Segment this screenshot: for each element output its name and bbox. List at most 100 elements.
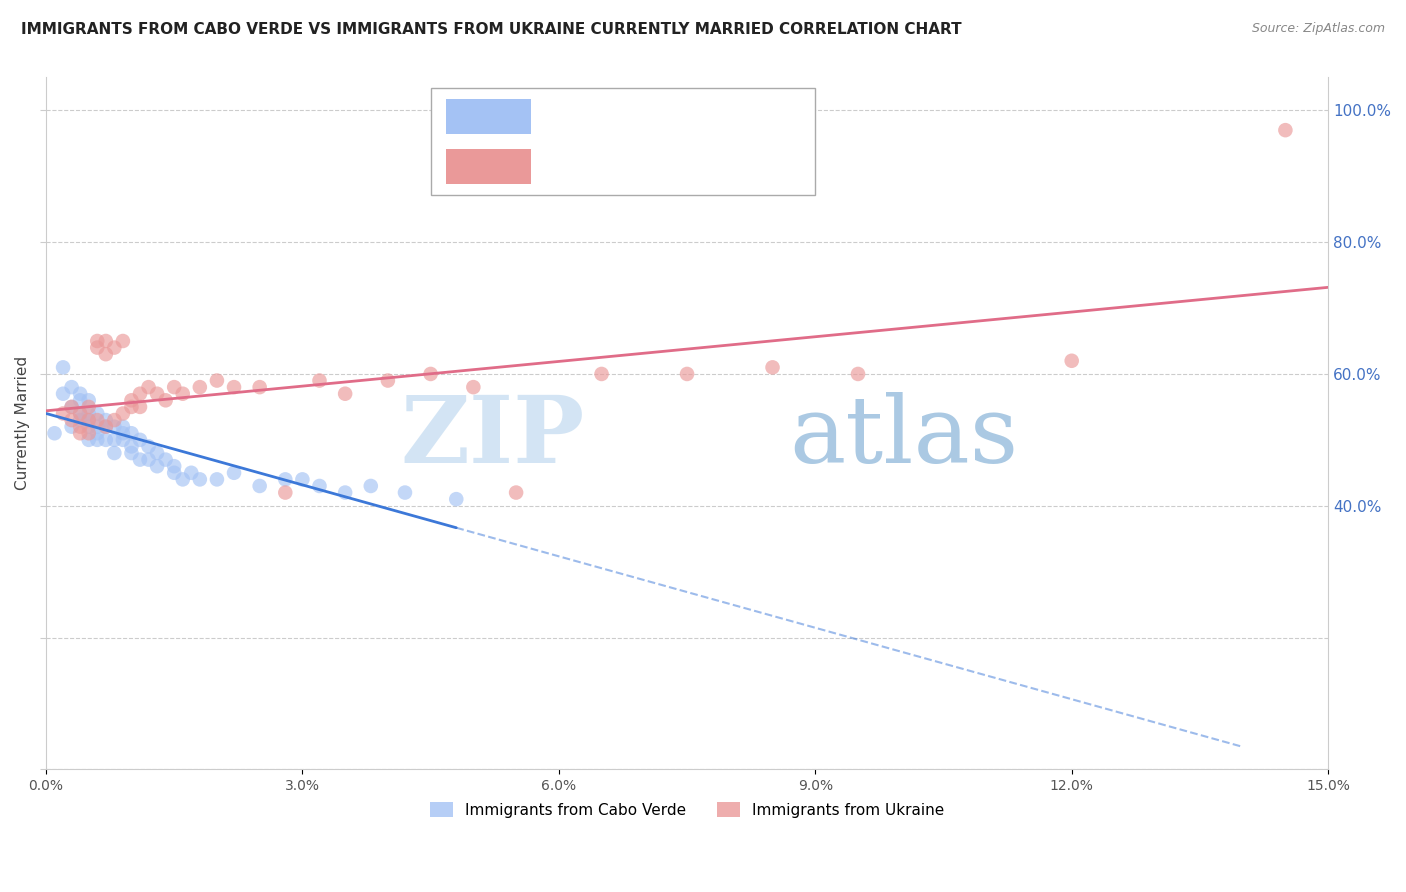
- Point: [333, 485, 356, 500]
- Point: [103, 433, 125, 447]
- Point: [120, 439, 142, 453]
- Point: [205, 472, 228, 486]
- Point: [60, 419, 83, 434]
- Point: [86, 341, 108, 355]
- Point: [94, 419, 117, 434]
- Point: [111, 433, 134, 447]
- Point: [129, 452, 152, 467]
- Point: [274, 485, 297, 500]
- Point: [86, 419, 108, 434]
- Point: [52, 386, 75, 401]
- Point: [155, 452, 177, 467]
- Point: [52, 360, 75, 375]
- Legend: Immigrants from Cabo Verde, Immigrants from Ukraine: Immigrants from Cabo Verde, Immigrants f…: [423, 796, 950, 824]
- Point: [69, 386, 91, 401]
- Point: [86, 407, 108, 421]
- Point: [69, 407, 91, 421]
- Point: [446, 492, 468, 507]
- Point: [308, 479, 330, 493]
- Point: [69, 413, 91, 427]
- Point: [155, 393, 177, 408]
- Point: [94, 334, 117, 348]
- Point: [249, 479, 271, 493]
- Point: [360, 479, 382, 493]
- Point: [291, 472, 314, 486]
- Point: [120, 446, 142, 460]
- Point: [419, 367, 441, 381]
- Point: [120, 426, 142, 441]
- Point: [1060, 353, 1083, 368]
- Point: [77, 413, 100, 427]
- Point: [761, 360, 783, 375]
- Point: [86, 413, 108, 427]
- Point: [188, 380, 211, 394]
- Point: [60, 413, 83, 427]
- Point: [94, 413, 117, 427]
- Point: [138, 380, 160, 394]
- Point: [129, 433, 152, 447]
- Point: [180, 466, 202, 480]
- Point: [77, 419, 100, 434]
- Point: [86, 334, 108, 348]
- Point: [77, 433, 100, 447]
- Point: [69, 393, 91, 408]
- Point: [138, 452, 160, 467]
- Point: [111, 334, 134, 348]
- Point: [103, 446, 125, 460]
- Point: [77, 393, 100, 408]
- Text: IMMIGRANTS FROM CABO VERDE VS IMMIGRANTS FROM UKRAINE CURRENTLY MARRIED CORRELAT: IMMIGRANTS FROM CABO VERDE VS IMMIGRANTS…: [21, 22, 962, 37]
- Point: [222, 466, 245, 480]
- Point: [163, 459, 186, 474]
- Point: [103, 341, 125, 355]
- Point: [163, 380, 186, 394]
- Point: [591, 367, 613, 381]
- Point: [188, 472, 211, 486]
- Point: [52, 407, 75, 421]
- Point: [463, 380, 485, 394]
- Point: [103, 413, 125, 427]
- Point: [1274, 123, 1296, 137]
- Point: [111, 407, 134, 421]
- Point: [111, 419, 134, 434]
- Point: [377, 374, 399, 388]
- Point: [146, 386, 169, 401]
- Point: [205, 374, 228, 388]
- Point: [333, 386, 356, 401]
- Point: [44, 426, 66, 441]
- Text: ZIP: ZIP: [401, 392, 585, 483]
- Point: [86, 433, 108, 447]
- Point: [111, 426, 134, 441]
- Y-axis label: Currently Married: Currently Married: [15, 356, 30, 491]
- Point: [103, 419, 125, 434]
- Point: [163, 466, 186, 480]
- Point: [129, 386, 152, 401]
- Point: [94, 347, 117, 361]
- Point: [308, 374, 330, 388]
- Point: [69, 419, 91, 434]
- Text: atlas: atlas: [790, 392, 1019, 483]
- Point: [129, 400, 152, 414]
- Point: [69, 426, 91, 441]
- Point: [676, 367, 699, 381]
- Point: [94, 419, 117, 434]
- Point: [222, 380, 245, 394]
- Point: [120, 400, 142, 414]
- Point: [146, 446, 169, 460]
- Point: [505, 485, 527, 500]
- Point: [394, 485, 416, 500]
- Text: Source: ZipAtlas.com: Source: ZipAtlas.com: [1251, 22, 1385, 36]
- Point: [249, 380, 271, 394]
- Point: [172, 472, 194, 486]
- Point: [77, 400, 100, 414]
- Point: [274, 472, 297, 486]
- Point: [86, 426, 108, 441]
- Point: [120, 393, 142, 408]
- Point: [60, 380, 83, 394]
- Point: [172, 386, 194, 401]
- Point: [60, 400, 83, 414]
- Point: [94, 433, 117, 447]
- Point: [69, 407, 91, 421]
- Point: [60, 400, 83, 414]
- Point: [77, 426, 100, 441]
- Point: [138, 439, 160, 453]
